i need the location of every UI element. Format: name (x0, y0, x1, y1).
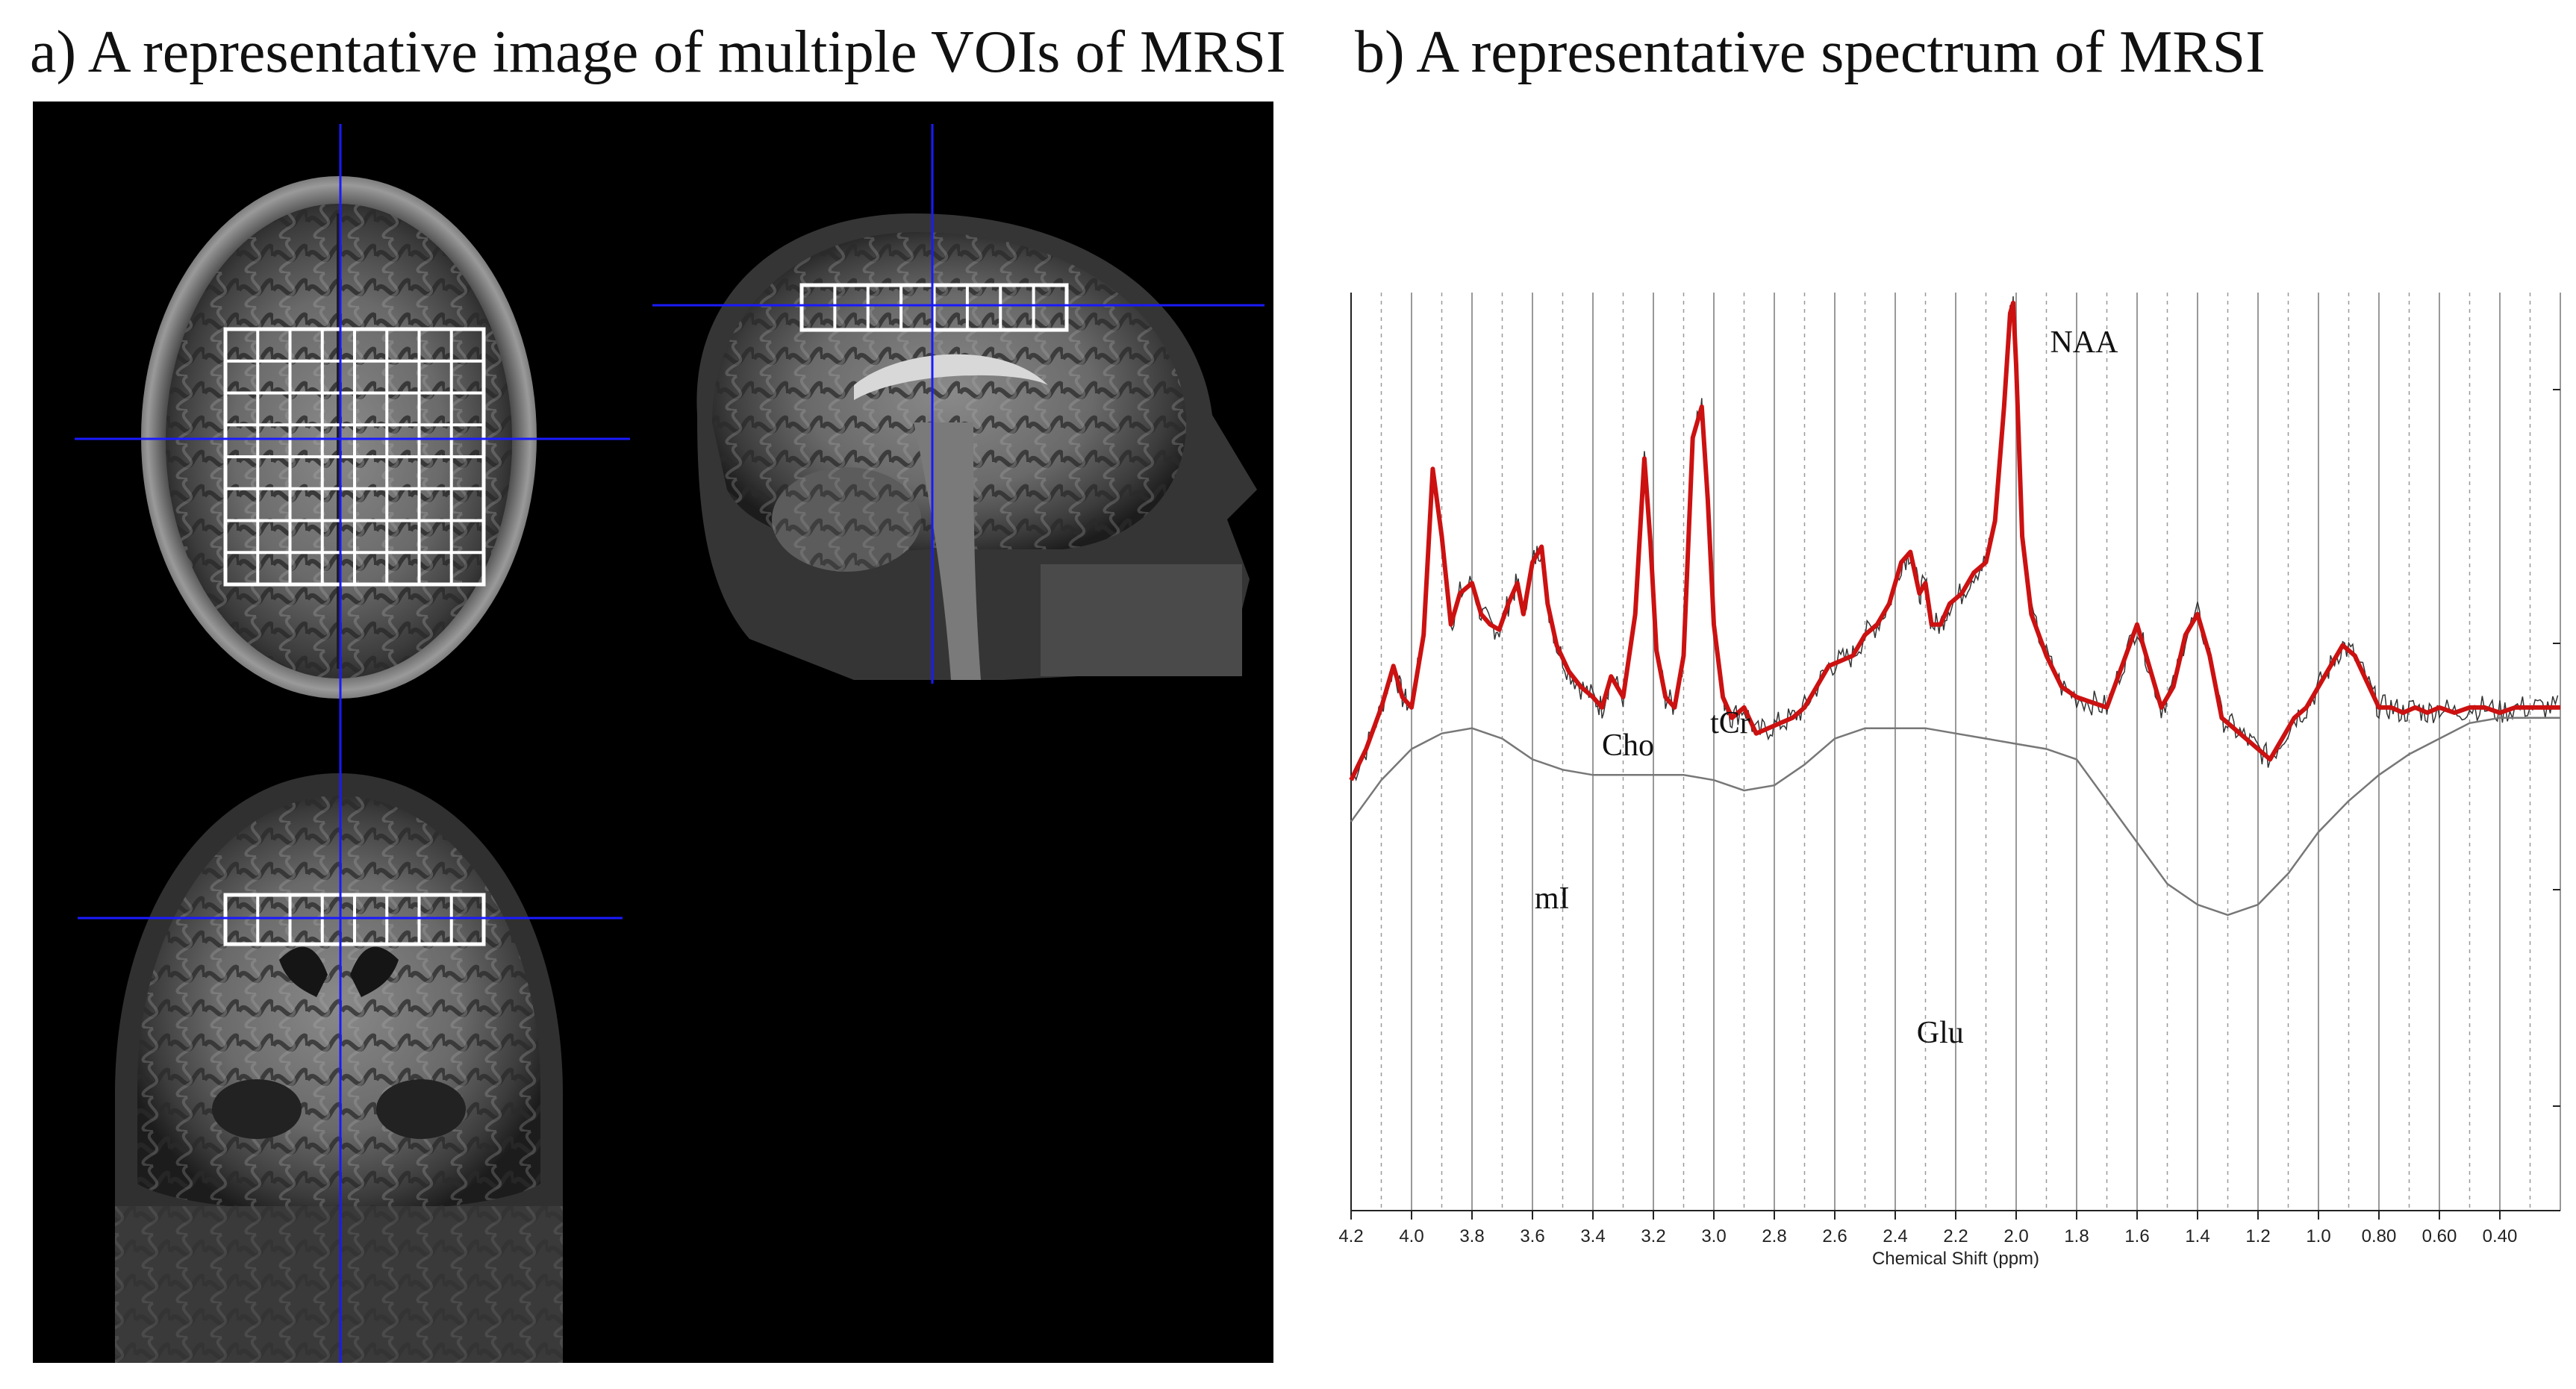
peak-label-glu: Glu (1917, 1016, 1964, 1050)
spectrum-chart-panel: 4.2 4.0 3.8 3.6 3.4 3.2 3.0 2.8 2.6 2.4 2.2 2.0 1.8 1… (1336, 278, 2575, 1278)
x-tick-label: 4.0 (1399, 1226, 1423, 1246)
x-tick-label: 3.0 (1701, 1226, 1726, 1246)
mri-figure-panel (33, 102, 1273, 1363)
sagittal-voi-grid (799, 283, 1069, 332)
x-tick-label: 1.4 (2185, 1226, 2209, 1246)
x-tick-label: 0.60 (2422, 1226, 2457, 1246)
peak-label-mi: mI (1535, 881, 1570, 916)
x-tick-label: 2.8 (1762, 1226, 1786, 1246)
x-tick-label: 3.4 (1580, 1226, 1605, 1246)
axial-voi-grid (223, 327, 486, 587)
x-tick-label: 0.80 (2362, 1226, 2397, 1246)
baseline-line (1350, 717, 2560, 917)
x-tick-label: 4.2 (1338, 1226, 1363, 1246)
panel-a-title: a) A representative image of multiple VO… (30, 19, 1286, 85)
x-tick-label: 2.0 (2003, 1226, 2028, 1246)
chart-peak-labels: NAA tCr Cho mI Glu (1535, 325, 2118, 1050)
x-tick-label: 2.2 (1943, 1226, 1968, 1246)
chart-gridlines (1350, 293, 2561, 1211)
sagittal-view (696, 213, 1257, 680)
x-axis-title: Chemical Shift (ppm) (1872, 1249, 2039, 1269)
coronal-view (115, 773, 563, 1363)
peak-label-cho: Cho (1602, 728, 1654, 763)
crosshair-lines (75, 124, 1264, 1363)
peak-label-naa: NAA (2050, 325, 2118, 360)
chart-axes: 4.2 4.0 3.8 3.6 3.4 3.2 3.0 2.8 2.6 2.4 2.2 2.0 1.8 1… (1338, 293, 2560, 1246)
x-tick-label: 0.40 (2483, 1226, 2518, 1246)
peak-label-tcr: tCr (1710, 706, 1750, 740)
x-tick-label: 3.6 (1520, 1226, 1544, 1246)
mri-svg (75, 124, 1264, 1363)
spectrum-chart: 4.2 4.0 3.8 3.6 3.4 3.2 3.0 2.8 2.6 2.4 2.2 2.0 1.8 1… (1338, 293, 2561, 1269)
coronal-voi-grid (223, 893, 486, 946)
x-tick-label: 1.2 (2245, 1226, 2270, 1246)
x-tick-label: 2.6 (1822, 1226, 1847, 1246)
x-tick-label: 1.8 (2064, 1226, 2089, 1246)
x-tick-label: 2.4 (1883, 1226, 1907, 1246)
panel-b-title: b) A representative spectrum of MRSI (1355, 19, 2265, 85)
x-tick-label: 1.6 (2124, 1226, 2149, 1246)
x-tick-label: 3.2 (1641, 1226, 1665, 1246)
fit-spectrum-line (1349, 300, 2560, 781)
x-tick-label: 1.0 (2306, 1226, 2330, 1246)
x-tick-label: 3.8 (1459, 1226, 1484, 1246)
axial-view (141, 176, 537, 699)
chart-series (1349, 296, 2560, 917)
